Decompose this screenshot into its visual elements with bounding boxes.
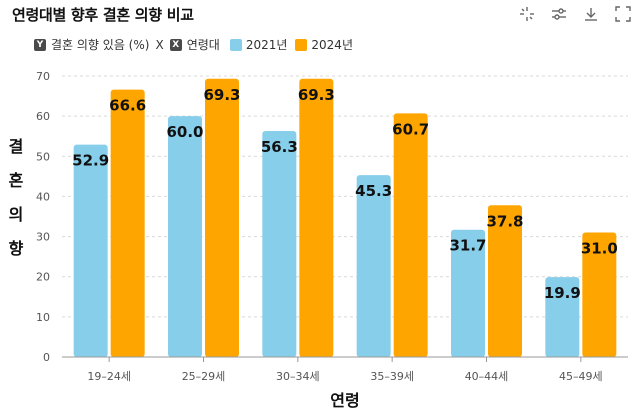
settings-icon[interactable] bbox=[548, 4, 570, 24]
chart-title: 연령대별 향후 결혼 의향 비교 bbox=[12, 6, 194, 24]
expand-icon[interactable] bbox=[612, 4, 634, 24]
legend-label-2021: 2021년 bbox=[245, 38, 288, 52]
bar-2021년-45–49세 bbox=[545, 277, 580, 357]
bar-2021년-40–44세 bbox=[451, 229, 485, 357]
bar-2021년-30–34세 bbox=[262, 130, 297, 357]
bar-2021년-19–24세 bbox=[73, 144, 108, 357]
crosshair-icon[interactable] bbox=[516, 4, 538, 24]
x-tick-label: 35–39세 bbox=[370, 370, 414, 383]
x-tick-label: 45–49세 bbox=[559, 370, 603, 383]
data-label: 56.3 bbox=[261, 138, 298, 156]
data-label: 60.0 bbox=[166, 123, 203, 141]
y-tick-label: 60 bbox=[36, 110, 50, 123]
legend-swatch-2021 bbox=[229, 38, 242, 51]
x-axis-description: 연령대 bbox=[186, 38, 220, 52]
y-tick-label: 30 bbox=[36, 231, 50, 244]
data-label: 31.0 bbox=[581, 240, 618, 258]
bar-2024년-35–39세 bbox=[393, 113, 428, 357]
data-label: 31.7 bbox=[449, 237, 486, 255]
y-tick-label: 50 bbox=[36, 150, 50, 163]
data-label: 19.9 bbox=[544, 284, 581, 302]
bar-2024년-40–44세 bbox=[488, 205, 522, 357]
data-label: 69.3 bbox=[203, 86, 240, 104]
legend-swatch-2024 bbox=[295, 38, 308, 51]
legend-label-2024: 2024년 bbox=[311, 38, 353, 52]
x-tick-label: 25–29세 bbox=[182, 370, 226, 383]
bar-2024년-45–49세 bbox=[582, 232, 617, 357]
y-tick-label: 70 bbox=[36, 70, 50, 83]
x-tick-label: 19–24세 bbox=[87, 370, 131, 383]
bar-2021년-25–29세 bbox=[168, 116, 202, 358]
x-axis-title: 연령 bbox=[330, 391, 359, 410]
y-tick-label: 40 bbox=[36, 190, 50, 203]
y-axis-badge: Y bbox=[34, 38, 46, 51]
y-tick-label: 10 bbox=[36, 311, 50, 324]
y-axis-description: 결혼 의향 있음 (%) bbox=[51, 38, 150, 52]
y-tick-label: 20 bbox=[36, 271, 50, 284]
data-label: 66.6 bbox=[109, 97, 146, 115]
bar-2024년-30–34세 bbox=[299, 78, 334, 357]
chart-legend: Y 결혼 의향 있음 (%) X X 연령대 2021년 2024년 bbox=[34, 36, 361, 53]
x-tick-label: 40–44세 bbox=[465, 370, 509, 383]
legend-item-2024[interactable]: 2024년 bbox=[295, 36, 353, 53]
bar-2024년-25–29세 bbox=[205, 78, 239, 357]
bar-2021년-35–39세 bbox=[356, 175, 391, 357]
data-label: 60.7 bbox=[392, 120, 429, 138]
bar-2024년-19–24세 bbox=[110, 89, 145, 358]
axis-joiner: X bbox=[155, 37, 164, 52]
legend-item-2021[interactable]: 2021년 bbox=[229, 36, 288, 53]
data-label: 45.3 bbox=[355, 182, 392, 200]
data-label: 37.8 bbox=[486, 212, 523, 230]
download-icon[interactable] bbox=[580, 4, 602, 24]
x-tick-label: 30–34세 bbox=[276, 370, 320, 383]
y-tick-label: 0 bbox=[43, 351, 50, 364]
data-label: 52.9 bbox=[72, 152, 109, 170]
x-axis-badge: X bbox=[169, 38, 182, 51]
data-label: 69.3 bbox=[298, 86, 335, 104]
chart-toolbar bbox=[516, 4, 634, 24]
